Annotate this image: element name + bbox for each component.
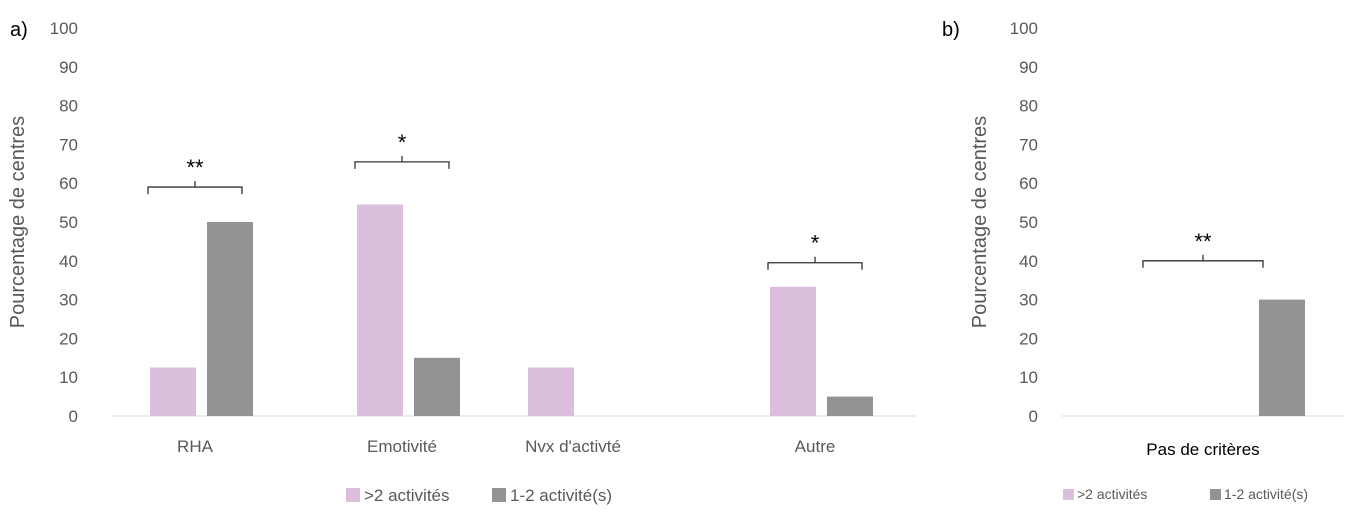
y-tick-label: 100 <box>1010 19 1038 38</box>
legend-swatch <box>1210 489 1221 500</box>
y-tick-label: 90 <box>1019 58 1038 77</box>
legend-label: 1-2 activité(s) <box>510 486 612 505</box>
bar-series2 <box>414 357 460 416</box>
significance-marker: * <box>811 231 820 256</box>
y-tick-label: 90 <box>59 58 78 77</box>
y-tick-label: 70 <box>1019 135 1038 154</box>
significance-bracket <box>147 181 243 195</box>
y-tick-label: 50 <box>59 213 78 232</box>
y-tick-label: 40 <box>1019 252 1038 271</box>
y-tick-label: 20 <box>59 329 78 348</box>
x-category-label: Pas de critères <box>1146 440 1259 459</box>
x-category-label: Autre <box>795 437 836 456</box>
y-tick-label: 30 <box>59 291 78 310</box>
legend-label: 1-2 activité(s) <box>1224 486 1308 502</box>
bar-series2 <box>207 222 253 416</box>
legend-swatch <box>1063 489 1074 500</box>
x-category-label: RHA <box>177 437 214 456</box>
y-tick-label: 50 <box>1019 213 1038 232</box>
significance-bracket <box>1142 254 1264 268</box>
significance-bracket <box>354 155 450 169</box>
significance-bracket <box>767 256 863 270</box>
legend-swatch <box>492 488 506 502</box>
y-tick-label: 100 <box>50 19 78 38</box>
y-axis-title: Pourcentage de centres <box>7 116 29 328</box>
panel-label: b) <box>942 19 960 41</box>
y-tick-label: 70 <box>59 135 78 154</box>
legend-label: >2 activités <box>1077 486 1147 502</box>
y-tick-label: 0 <box>1029 407 1038 426</box>
significance-marker: * <box>398 130 407 155</box>
y-tick-label: 0 <box>69 407 78 426</box>
x-category-label: Nvx d'activté <box>525 437 621 456</box>
y-tick-label: 60 <box>1019 174 1038 193</box>
legend-label: >2 activités <box>364 486 450 505</box>
y-tick-label: 10 <box>59 368 78 387</box>
significance-marker: ** <box>186 155 204 180</box>
y-axis-title: Pourcentage de centres <box>969 116 991 328</box>
bar-series1 <box>150 367 196 416</box>
bar-series2 <box>827 396 873 416</box>
y-tick-label: 10 <box>1019 368 1038 387</box>
bar-series1 <box>770 286 816 416</box>
y-tick-label: 60 <box>59 174 78 193</box>
significance-marker: ** <box>1194 229 1212 254</box>
y-tick-label: 40 <box>59 252 78 271</box>
bar-series1 <box>357 204 403 416</box>
x-category-label: Emotivité <box>367 437 437 456</box>
y-tick-label: 20 <box>1019 329 1038 348</box>
bar-series1 <box>528 367 574 416</box>
legend-swatch <box>346 488 360 502</box>
y-tick-label: 80 <box>1019 97 1038 116</box>
bar-series2 <box>1259 299 1305 416</box>
y-tick-label: 80 <box>59 97 78 116</box>
y-tick-label: 30 <box>1019 291 1038 310</box>
panel-label: a) <box>10 19 28 41</box>
